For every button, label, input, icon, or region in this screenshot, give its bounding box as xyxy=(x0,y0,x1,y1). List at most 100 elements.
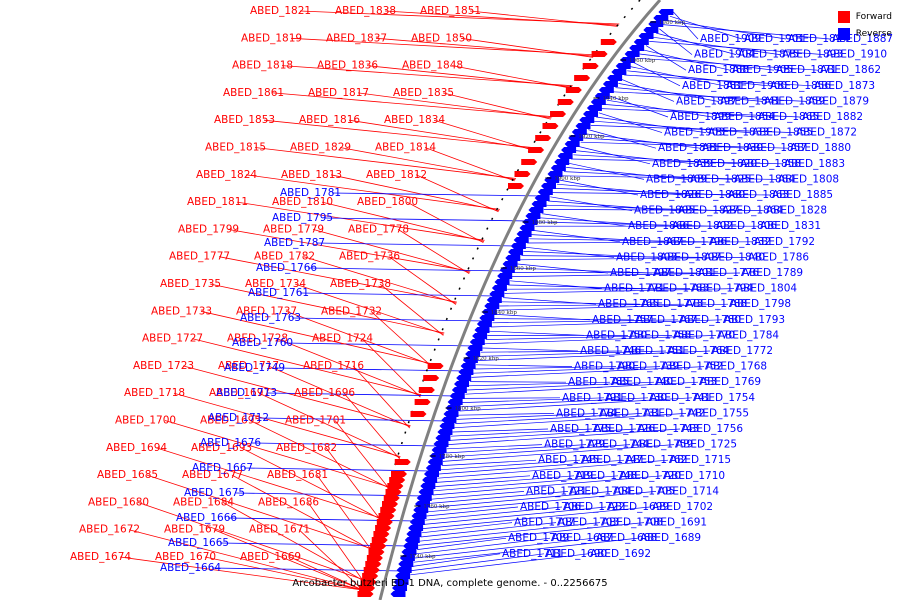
forward-leader-line xyxy=(361,338,421,398)
reverse-leader-line xyxy=(436,475,531,483)
forward-gene-label: ABED_1686 xyxy=(258,496,319,508)
reverse-leader-line xyxy=(517,263,609,274)
reverse-leader-line xyxy=(440,459,581,471)
reverse-gene xyxy=(479,315,495,321)
reverse-gene-label: ABED_1752 xyxy=(662,361,723,373)
reverse-leader-line xyxy=(427,491,657,513)
reverse-gene xyxy=(447,399,463,405)
reverse-gene-label: ABED_1793 xyxy=(724,314,785,326)
reverse-leader-line xyxy=(588,129,657,149)
reverse-gene-label: ABED_1676 xyxy=(200,437,261,449)
reverse-leader-line xyxy=(482,347,579,352)
forward-gene xyxy=(507,183,524,189)
reverse-gene-label: ABED_1666 xyxy=(176,512,237,524)
forward-gene-label: ABED_1724 xyxy=(312,333,373,345)
reverse-leader-line xyxy=(596,116,707,133)
reverse-leader-line xyxy=(513,272,697,274)
forward-gene-label: ABED_1821 xyxy=(250,5,311,17)
forward-gene xyxy=(423,375,440,381)
scale-tick-label: 1920 kbp xyxy=(578,134,605,140)
reverse-gene xyxy=(653,15,669,21)
forward-gene xyxy=(370,543,387,549)
forward-leader-line xyxy=(267,365,411,428)
reverse-gene-label: ABED_1831 xyxy=(760,220,821,232)
reverse-leader-line xyxy=(466,381,655,391)
reverse-gene-label: ABED_1905 xyxy=(732,64,793,76)
reverse-leader-line xyxy=(413,537,639,563)
reverse-gene-label: ABED_1742 xyxy=(644,407,705,419)
reverse-gene xyxy=(476,321,492,327)
forward-leader-line xyxy=(254,147,517,179)
forward-leader-line xyxy=(222,502,365,582)
reverse-gene xyxy=(441,417,457,423)
forward-gene xyxy=(414,399,431,405)
forward-leader-line xyxy=(339,147,516,181)
forward-gene xyxy=(521,159,538,165)
forward-leader-line xyxy=(200,310,433,365)
reverse-gene xyxy=(491,285,507,291)
forward-gene xyxy=(385,489,402,495)
reverse-leader-line xyxy=(642,49,731,71)
forward-gene-label: ABED_1670 xyxy=(155,551,216,563)
reverse-gene-label: ABED_1774 xyxy=(556,407,617,419)
scale-tick-label: 1780 kbp xyxy=(439,454,466,460)
reverse-leader-line xyxy=(669,15,743,40)
reverse-gene-label: ABED_1720 xyxy=(620,470,681,482)
forward-gene-label: ABED_1685 xyxy=(97,469,158,481)
forward-leader-line xyxy=(298,529,363,591)
reverse-leader-line xyxy=(490,319,723,328)
reverse-leader-line xyxy=(469,381,567,383)
legend-item-reverse: Reverse xyxy=(837,25,892,42)
reverse-gene-label: ABED_1712 xyxy=(208,412,269,424)
reverse-gene-label: ABED_1746 xyxy=(580,345,641,357)
reverse-gene-label: ABED_1731 xyxy=(600,407,661,419)
forward-gene-label: ABED_1836 xyxy=(317,60,378,72)
reverse-gene xyxy=(465,351,481,357)
forward-gene-label: ABED_1733 xyxy=(151,305,212,317)
reverse-gene-label: ABED_1891 xyxy=(658,142,719,154)
reverse-gene-label: ABED_1858 xyxy=(740,158,801,170)
reverse-gene xyxy=(425,465,441,471)
reverse-leader-line xyxy=(442,444,675,462)
forward-gene-label: ABED_1817 xyxy=(308,87,369,99)
forward-leader-line xyxy=(128,529,363,591)
forward-gene-label: ABED_1779 xyxy=(263,223,324,235)
reverse-gene xyxy=(513,237,529,243)
reverse-gene-label: ABED_1709 xyxy=(508,532,569,544)
reverse-gene-label: ABED_1828 xyxy=(766,205,827,217)
forward-gene-label: ABED_1850 xyxy=(411,32,472,44)
reverse-leader-line xyxy=(548,200,677,211)
reverse-gene-label: ABED_1754 xyxy=(694,392,755,404)
forward-leader-line xyxy=(442,92,551,120)
reverse-leader-line xyxy=(593,120,751,133)
reverse-leader-line xyxy=(545,204,721,211)
reverse-leader-line xyxy=(251,442,440,447)
reverse-leader-line xyxy=(525,246,615,258)
reverse-leader-line xyxy=(412,553,501,567)
reverse-leader-line xyxy=(431,491,525,500)
reverse-leader-line xyxy=(612,91,807,102)
reverse-gene-label: ABED_1879 xyxy=(808,95,869,107)
forward-leader-line xyxy=(209,283,445,334)
forward-gene-label: ABED_1680 xyxy=(88,496,149,508)
reverse-gene xyxy=(420,483,436,489)
reverse-leader-line xyxy=(477,350,711,361)
forward-leader-line xyxy=(307,502,365,583)
forward-leader-line xyxy=(281,65,573,87)
reverse-gene xyxy=(398,561,414,567)
reverse-gene-label: ABED_1745 xyxy=(538,454,599,466)
reverse-leader-line xyxy=(598,112,663,133)
reverse-gene xyxy=(497,273,513,279)
reverse-gene-label: ABED_1787 xyxy=(264,237,325,249)
reverse-leader-line xyxy=(471,366,705,378)
reverse-gene-label: ABED_1692 xyxy=(590,548,651,560)
reverse-gene xyxy=(418,489,434,495)
reverse-leader-line xyxy=(497,303,729,311)
forward-leader-line xyxy=(263,119,534,148)
forward-leader-line xyxy=(137,502,366,581)
forward-gene xyxy=(362,573,379,579)
reverse-gene-label: ABED_1894 xyxy=(788,33,849,45)
reverse-gene-label: ABED_1748 xyxy=(576,470,637,482)
reverse-gene-label: ABED_1751 xyxy=(624,345,685,357)
reverse-gene-label: ABED_1802 xyxy=(672,220,733,232)
